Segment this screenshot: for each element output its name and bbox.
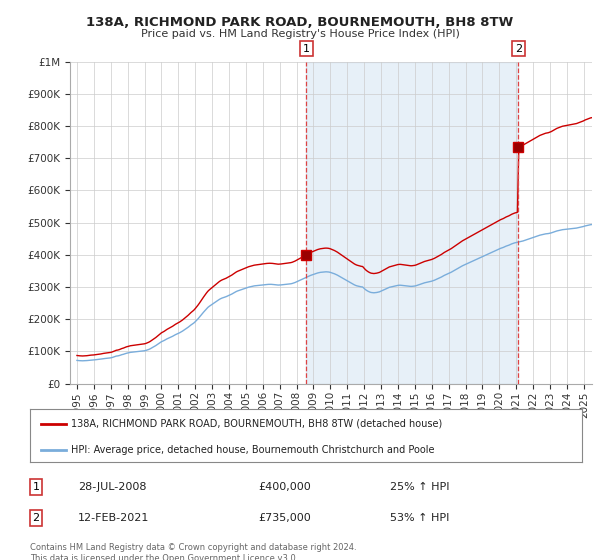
Text: 12-FEB-2021: 12-FEB-2021 bbox=[78, 513, 149, 523]
Text: 1: 1 bbox=[32, 482, 40, 492]
Text: £735,000: £735,000 bbox=[258, 513, 311, 523]
Bar bbox=[307, 62, 518, 384]
Text: 53% ↑ HPI: 53% ↑ HPI bbox=[390, 513, 449, 523]
Text: 25% ↑ HPI: 25% ↑ HPI bbox=[390, 482, 449, 492]
Text: 2: 2 bbox=[32, 513, 40, 523]
Text: £400,000: £400,000 bbox=[258, 482, 311, 492]
Text: Price paid vs. HM Land Registry's House Price Index (HPI): Price paid vs. HM Land Registry's House … bbox=[140, 29, 460, 39]
Text: 1: 1 bbox=[303, 44, 310, 54]
Text: 2: 2 bbox=[515, 44, 522, 54]
Text: HPI: Average price, detached house, Bournemouth Christchurch and Poole: HPI: Average price, detached house, Bour… bbox=[71, 445, 435, 455]
Text: 28-JUL-2008: 28-JUL-2008 bbox=[78, 482, 146, 492]
Text: 138A, RICHMOND PARK ROAD, BOURNEMOUTH, BH8 8TW (detached house): 138A, RICHMOND PARK ROAD, BOURNEMOUTH, B… bbox=[71, 419, 443, 429]
Text: 138A, RICHMOND PARK ROAD, BOURNEMOUTH, BH8 8TW: 138A, RICHMOND PARK ROAD, BOURNEMOUTH, B… bbox=[86, 16, 514, 29]
Text: Contains HM Land Registry data © Crown copyright and database right 2024.
This d: Contains HM Land Registry data © Crown c… bbox=[30, 543, 356, 560]
